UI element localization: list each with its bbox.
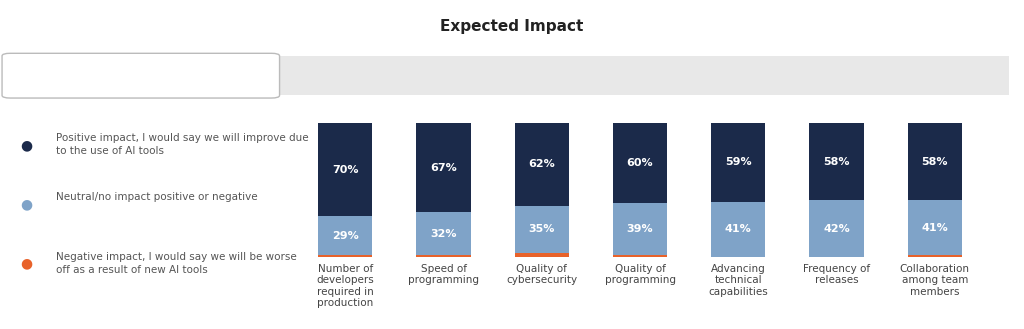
Text: Neutral/no impact positive or negative: Neutral/no impact positive or negative: [56, 192, 258, 202]
Bar: [318, 123, 373, 216]
Text: 59%: 59%: [725, 157, 752, 167]
Bar: [417, 255, 470, 257]
Bar: [712, 123, 765, 202]
Text: 29%: 29%: [332, 231, 358, 241]
Text: 35%: 35%: [528, 224, 555, 234]
Text: Canada: Canada: [811, 69, 862, 82]
Bar: [515, 123, 568, 206]
Bar: [417, 213, 470, 255]
Bar: [810, 123, 863, 200]
Bar: [515, 253, 568, 257]
Text: ●: ●: [20, 197, 33, 212]
Bar: [907, 123, 962, 200]
Bar: [613, 123, 667, 203]
Text: 62%: 62%: [528, 159, 555, 169]
Text: 58%: 58%: [823, 157, 850, 166]
Bar: [318, 255, 373, 257]
Bar: [613, 255, 667, 257]
Text: 67%: 67%: [430, 163, 457, 173]
Bar: [907, 200, 962, 255]
Text: 42%: 42%: [823, 223, 850, 234]
Text: 32%: 32%: [430, 229, 457, 239]
Text: Expected Impact: Expected Impact: [440, 19, 584, 34]
Text: 60%: 60%: [627, 158, 653, 168]
Bar: [810, 200, 863, 257]
Text: 41%: 41%: [922, 223, 948, 233]
Text: 58%: 58%: [922, 157, 948, 166]
Bar: [613, 203, 667, 255]
Text: ●: ●: [20, 257, 33, 271]
Bar: [318, 216, 373, 255]
Text: ●: ●: [20, 138, 33, 152]
Text: 41%: 41%: [725, 224, 752, 234]
Bar: [515, 206, 568, 253]
Text: US: US: [582, 69, 600, 82]
Text: Positive impact, I would say we will improve due
to the use of AI tools: Positive impact, I would say we will imp…: [56, 133, 309, 157]
Bar: [907, 255, 962, 257]
Text: Negative impact, I would say we will be worse
off as a result of new AI tools: Negative impact, I would say we will be …: [56, 252, 297, 275]
Text: Overall: Overall: [113, 69, 169, 83]
Text: 70%: 70%: [332, 164, 358, 175]
Text: UK: UK: [385, 69, 403, 82]
Text: 39%: 39%: [627, 224, 653, 234]
Bar: [417, 123, 470, 213]
Bar: [712, 202, 765, 257]
